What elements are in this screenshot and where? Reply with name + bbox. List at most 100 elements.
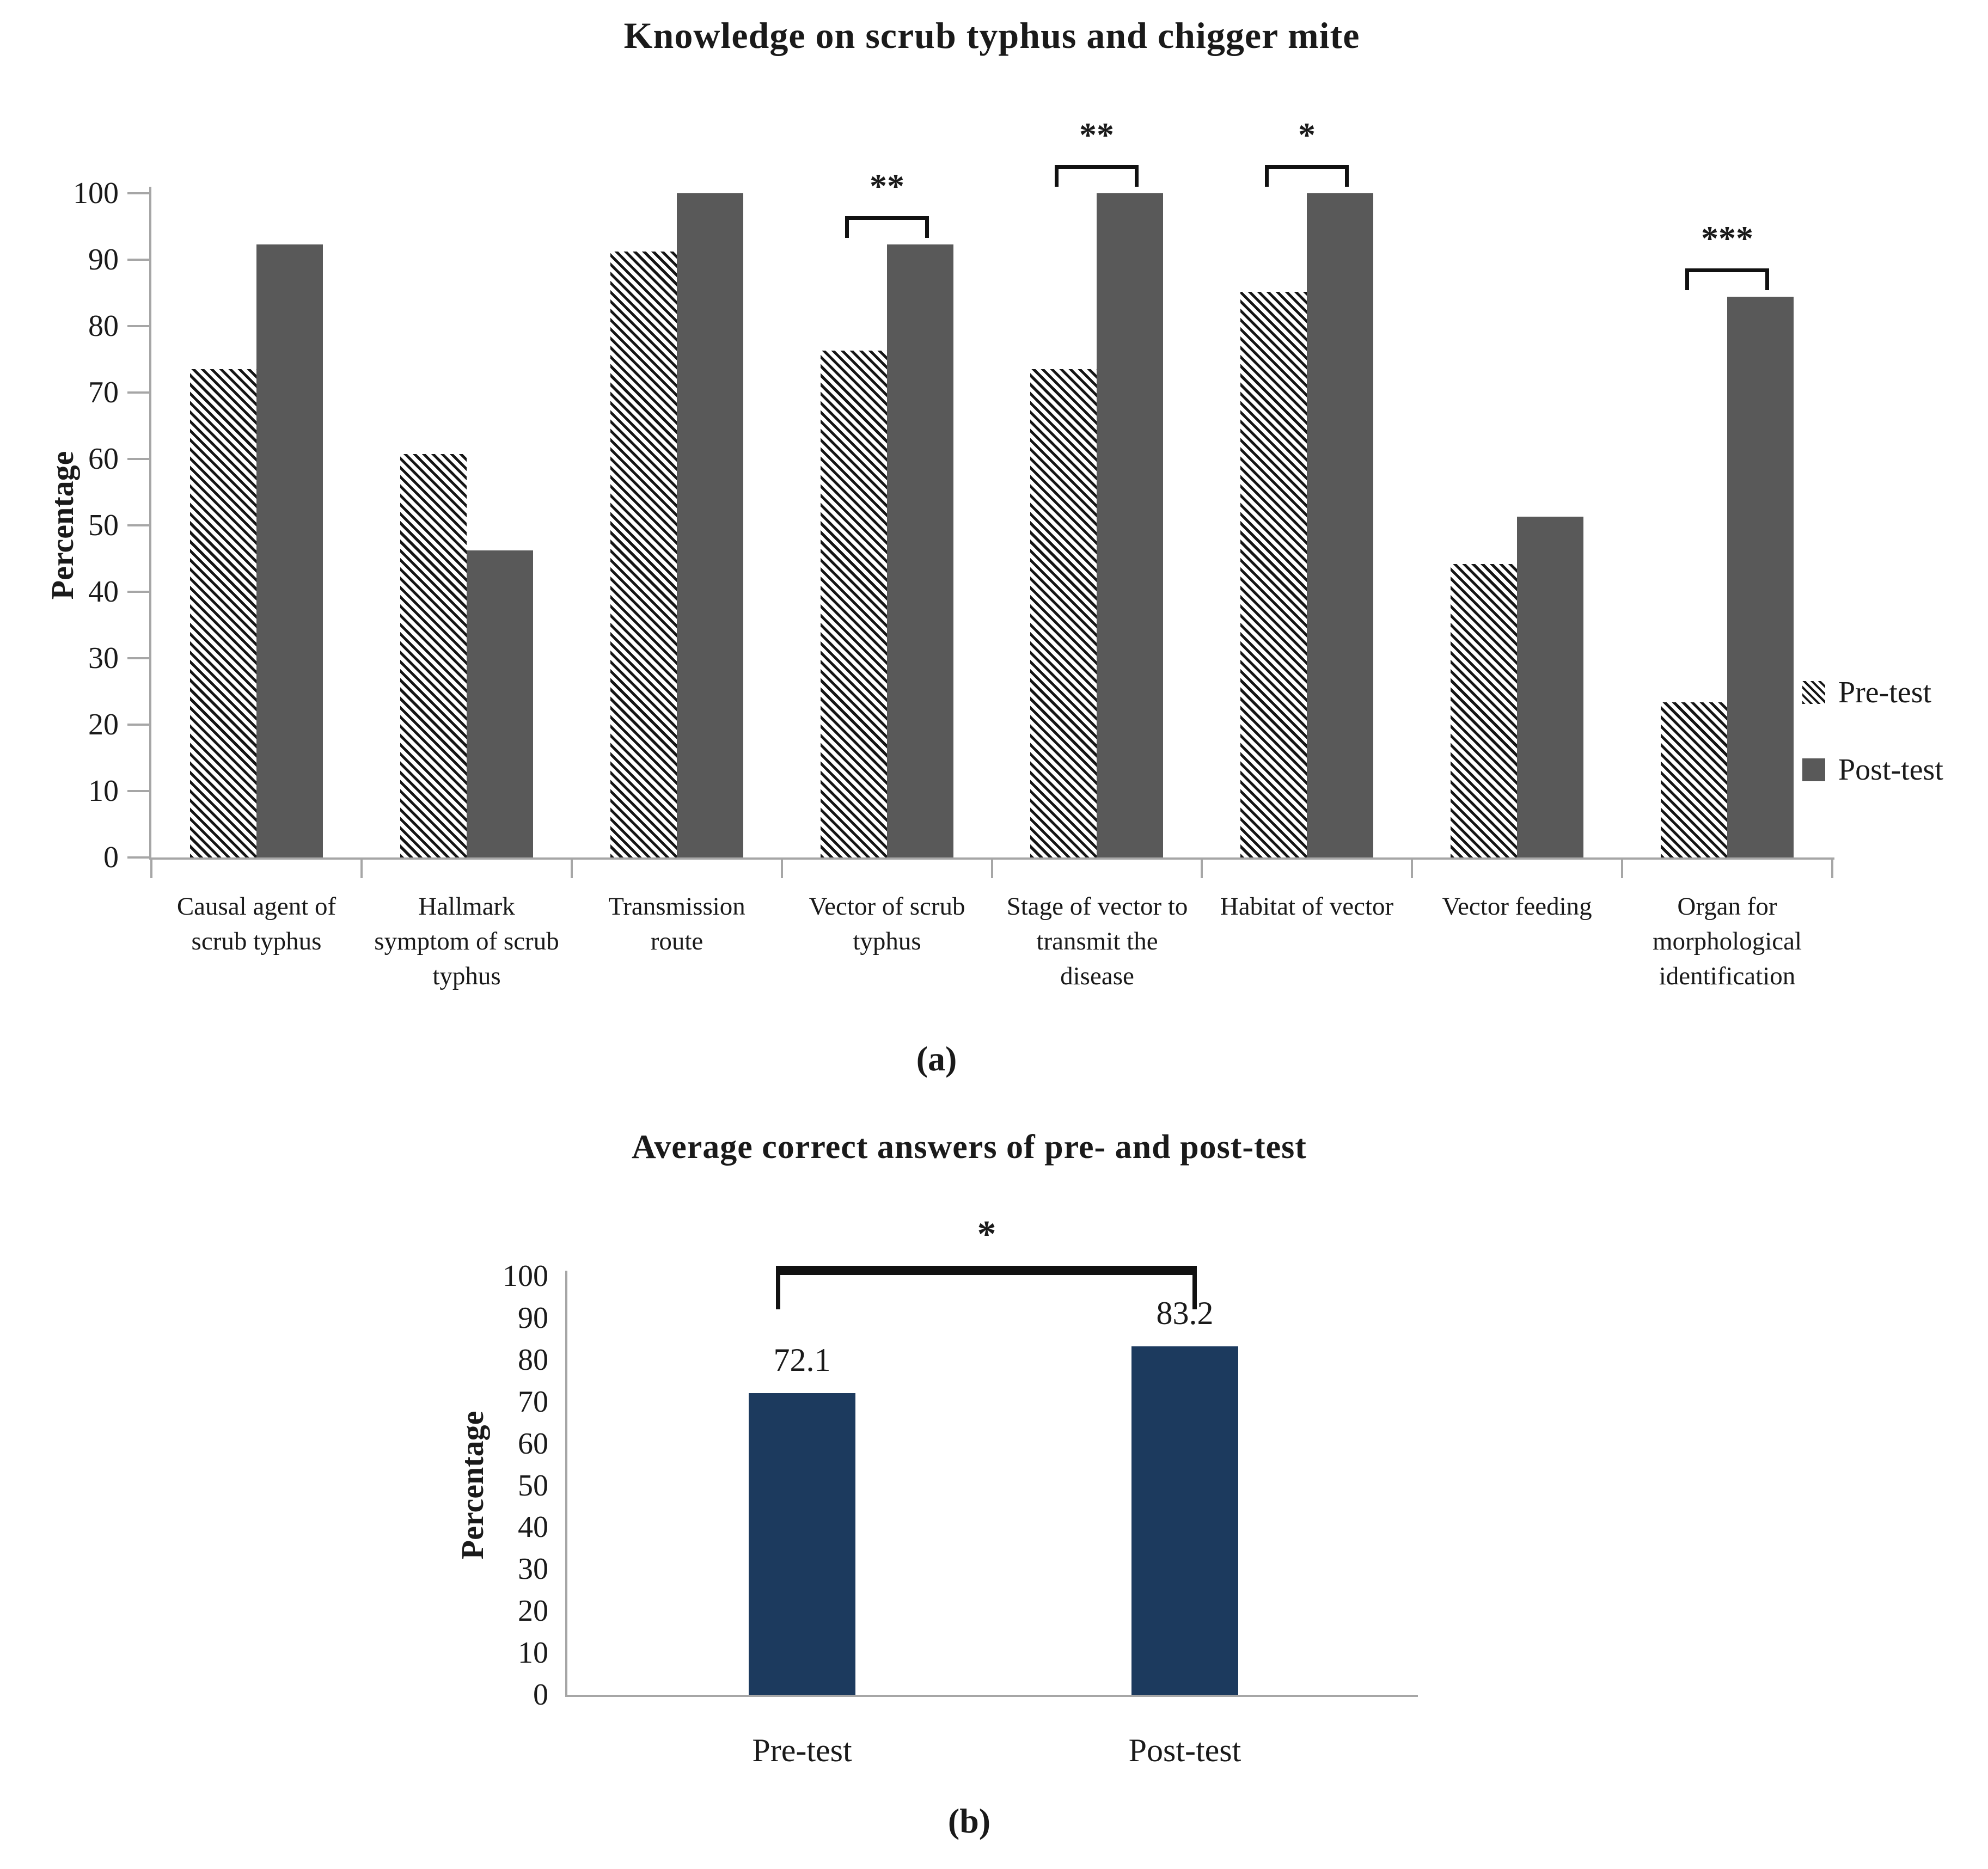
y-tick-label: 80 <box>88 309 119 343</box>
y-tick-label: 90 <box>518 1301 548 1335</box>
panel-b-caption: (b) <box>947 1801 991 1840</box>
legend-item-pre-test: Pre-test <box>1802 677 1931 708</box>
bar-pre-test-7 <box>1661 702 1727 857</box>
y-tick-label: 60 <box>518 1427 548 1461</box>
y-tick-label: 20 <box>88 708 119 742</box>
significance-label: * <box>977 1214 996 1255</box>
x-category-label-line: typhus <box>853 927 921 955</box>
bar-post-test-1 <box>467 550 533 857</box>
y-tick-label: 50 <box>88 508 119 542</box>
x-category-label-line: Transmission <box>608 892 745 921</box>
x-category-label: Pre-test <box>752 1732 852 1768</box>
x-axis-boundary-tick <box>571 857 573 878</box>
bar-post-test-6 <box>1517 517 1583 857</box>
x-category-label-line: Organ for <box>1677 892 1777 921</box>
y-axis-line <box>565 1271 567 1696</box>
chart-a-title: Knowledge on scrub typhus and chigger mi… <box>623 15 1360 56</box>
y-tick-mark <box>127 325 150 327</box>
x-category-label: Organ for morphological identification <box>1617 889 1838 994</box>
x-axis-boundary-tick <box>991 857 993 878</box>
x-category-label-line: transmit the <box>1036 927 1158 955</box>
x-axis-boundary-tick <box>781 857 783 878</box>
bar-post-test-2 <box>677 193 743 857</box>
x-axis-line <box>565 1695 1418 1697</box>
x-category-label-line: route <box>650 927 704 955</box>
x-category-label-line: symptom of scrub <box>374 927 559 955</box>
x-axis-boundary-tick <box>1411 857 1413 878</box>
x-axis-boundary-tick <box>150 857 152 878</box>
y-tick-label: 100 <box>503 1259 548 1293</box>
x-category-label: Hallmark symptom of scrub typhus <box>356 889 577 994</box>
y-tick-label: 0 <box>103 841 119 874</box>
legend-item-post-test: Post-test <box>1802 755 1943 785</box>
significance-bracket <box>845 216 929 238</box>
significance-label: ** <box>1079 115 1114 154</box>
post-test-solid-swatch-icon <box>1802 758 1825 781</box>
x-category-label: Vector feeding <box>1406 889 1628 924</box>
chart-b-title: Average correct answers of pre- and post… <box>632 1129 1307 1166</box>
y-tick-label: 40 <box>518 1510 548 1544</box>
x-category-label-line: Stage of vector to <box>1006 892 1188 921</box>
y-tick-mark <box>127 458 150 460</box>
x-category-label-line: disease <box>1060 962 1134 990</box>
bar-pre-test-4 <box>1030 369 1097 857</box>
bar-value-label: 72.1 <box>773 1342 831 1378</box>
y-tick-mark <box>127 259 150 261</box>
x-category-label-line: morphological <box>1652 927 1802 955</box>
y-tick-label: 50 <box>518 1469 548 1503</box>
bar-post-test-0 <box>256 244 323 857</box>
x-category-label-line: Vector of scrub <box>809 892 965 921</box>
x-category-label: Transmission route <box>566 889 787 959</box>
y-tick-label: 70 <box>88 376 119 409</box>
x-category-label-line: scrub typhus <box>191 927 322 955</box>
pre-test-hatched-swatch-icon <box>1802 681 1825 704</box>
x-category-label-line: identification <box>1659 962 1796 990</box>
y-tick-label: 30 <box>518 1552 548 1586</box>
y-tick-mark <box>127 524 150 526</box>
x-axis-boundary-tick <box>360 857 363 878</box>
bar-post-test-average <box>1131 1346 1238 1695</box>
y-tick-mark <box>127 790 150 792</box>
significance-label: * <box>1298 115 1316 154</box>
x-category-label: Vector of scrub typhus <box>776 889 998 959</box>
y-tick-mark <box>127 192 150 194</box>
x-axis-boundary-tick <box>1201 857 1203 878</box>
significance-bracket <box>1055 165 1139 187</box>
significance-label: *** <box>1701 219 1753 258</box>
bar-pre-test-6 <box>1451 564 1517 857</box>
y-tick-label: 90 <box>88 243 119 277</box>
bar-pre-test-0 <box>190 369 256 857</box>
x-category-label: Habitat of vector <box>1196 889 1417 924</box>
y-tick-label: 30 <box>88 641 119 675</box>
x-category-label: Stage of vector to transmit the disease <box>987 889 1208 994</box>
y-tick-mark <box>127 591 150 593</box>
y-axis-line <box>149 187 151 859</box>
x-category-label-line: Causal agent of <box>176 892 337 921</box>
x-category-label-line: Hallmark <box>418 892 515 921</box>
x-category-label: Causal agent of scrub typhus <box>146 889 367 959</box>
bar-pre-test-2 <box>610 252 677 857</box>
x-category-label-line: Habitat of vector <box>1220 892 1394 921</box>
y-tick-label: 100 <box>73 176 119 210</box>
significance-bracket <box>1265 165 1349 187</box>
bar-post-test-5 <box>1307 193 1373 857</box>
bar-pre-test-5 <box>1240 292 1307 857</box>
x-category-label-line: Vector feeding <box>1442 892 1592 921</box>
x-category-label: Post-test <box>1128 1732 1241 1768</box>
y-tick-label: 10 <box>518 1636 548 1670</box>
bar-post-test-7 <box>1727 297 1794 857</box>
y-tick-mark <box>127 391 150 394</box>
x-axis-boundary-tick <box>1831 857 1833 878</box>
y-tick-mark <box>127 856 150 859</box>
significance-label: ** <box>870 167 904 205</box>
legend-label-post-test: Post-test <box>1838 753 1943 787</box>
y-tick-mark <box>127 724 150 726</box>
panel-a-caption: (a) <box>916 1039 957 1078</box>
y-tick-label: 10 <box>88 774 119 808</box>
x-axis-boundary-tick <box>1621 857 1623 878</box>
bar-pre-test-3 <box>821 351 887 857</box>
y-tick-label: 70 <box>518 1385 548 1419</box>
y-tick-label: 40 <box>88 575 119 609</box>
y-tick-mark <box>127 657 150 659</box>
y-tick-label: 80 <box>518 1343 548 1377</box>
